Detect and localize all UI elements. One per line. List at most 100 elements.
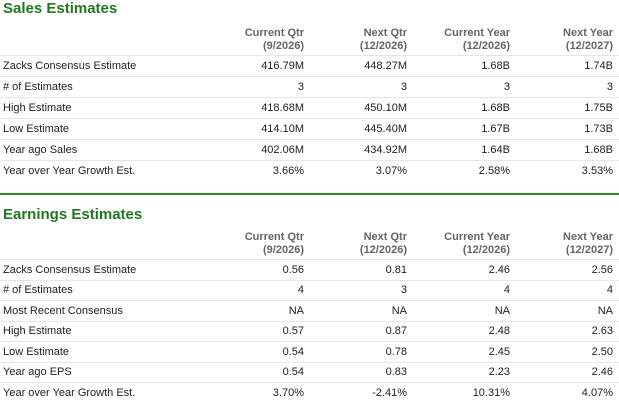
cell-value: 1.68B bbox=[516, 139, 619, 161]
sales-header-current-qtr: Current Qtr (9/2026) bbox=[200, 18, 310, 56]
cell-value: 3 bbox=[310, 279, 413, 301]
cell-value: 2.63 bbox=[516, 320, 619, 342]
table-row: Year over Year Growth Est. 3.70% -2.41% … bbox=[0, 382, 619, 403]
table-row: # of Estimates 3 3 3 3 bbox=[0, 76, 619, 98]
header-line2: (12/2026) bbox=[462, 244, 510, 256]
earnings-header-current-year: Current Year (12/2026) bbox=[413, 224, 516, 260]
cell-value: 0.87 bbox=[310, 320, 413, 342]
earnings-header-next-qtr: Next Qtr (12/2026) bbox=[310, 224, 413, 260]
cell-value: 1.74B bbox=[516, 55, 619, 77]
row-label: Year ago EPS bbox=[0, 361, 200, 383]
cell-value: 3 bbox=[413, 76, 516, 98]
header-line2: (9/2026) bbox=[263, 244, 304, 256]
cell-value: 4 bbox=[516, 279, 619, 301]
cell-value: NA bbox=[200, 300, 310, 321]
cell-value: 3.66% bbox=[200, 160, 310, 181]
cell-value: 402.06M bbox=[200, 139, 310, 161]
cell-value: 0.54 bbox=[200, 341, 310, 362]
cell-value: 0.57 bbox=[200, 320, 310, 342]
table-row: Year ago EPS 0.54 0.83 2.23 2.46 bbox=[0, 361, 619, 383]
cell-value: NA bbox=[310, 300, 413, 321]
sales-header-next-qtr: Next Qtr (12/2026) bbox=[310, 18, 413, 56]
cell-value: 1.68B bbox=[413, 97, 516, 119]
cell-value: -2.41% bbox=[310, 382, 413, 403]
sales-header-blank bbox=[0, 18, 200, 56]
table-row: Year ago Sales 402.06M 434.92M 1.64B 1.6… bbox=[0, 139, 619, 161]
row-label: Year over Year Growth Est. bbox=[0, 382, 200, 403]
table-row: Most Recent Consensus NA NA NA NA bbox=[0, 300, 619, 321]
table-row: Low Estimate 414.10M 445.40M 1.67B 1.73B bbox=[0, 118, 619, 140]
table-row: Zacks Consensus Estimate 0.56 0.81 2.46 … bbox=[0, 259, 619, 280]
cell-value: 4 bbox=[200, 279, 310, 301]
header-line1: Current Year bbox=[444, 27, 510, 39]
cell-value: 1.64B bbox=[413, 139, 516, 161]
cell-value: 3 bbox=[200, 76, 310, 98]
header-line2: (12/2026) bbox=[462, 40, 510, 52]
header-line2: (12/2027) bbox=[565, 40, 613, 52]
cell-value: 2.58% bbox=[413, 160, 516, 181]
section-divider bbox=[0, 193, 619, 195]
header-line1: Current Qtr bbox=[244, 27, 304, 39]
cell-value: 0.83 bbox=[310, 361, 413, 383]
header-line2: (12/2026) bbox=[359, 244, 407, 256]
sales-estimates-section: Sales Estimates Current Qtr (9/2026) Next… bbox=[0, 0, 619, 183]
row-label: Low Estimate bbox=[0, 341, 200, 362]
header-line1: Current Qtr bbox=[244, 231, 304, 243]
cell-value: 434.92M bbox=[310, 139, 413, 161]
row-label: Zacks Consensus Estimate bbox=[0, 55, 200, 77]
cell-value: 0.54 bbox=[200, 361, 310, 383]
header-line2: (9/2026) bbox=[263, 40, 304, 52]
header-line1: Next Qtr bbox=[363, 27, 407, 39]
cell-value: 10.31% bbox=[413, 382, 516, 403]
cell-value: 414.10M bbox=[200, 118, 310, 140]
table-row: Year over Year Growth Est. 3.66% 3.07% 2… bbox=[0, 160, 619, 181]
cell-value: 2.45 bbox=[413, 341, 516, 362]
cell-value: 4 bbox=[413, 279, 516, 301]
row-label: Zacks Consensus Estimate bbox=[0, 259, 200, 280]
cell-value: 2.46 bbox=[516, 361, 619, 383]
header-line1: Next Qtr bbox=[363, 231, 407, 243]
sales-estimates-table: Current Qtr (9/2026) Next Qtr (12/2026) Cu… bbox=[0, 18, 619, 181]
cell-value: 2.23 bbox=[413, 361, 516, 383]
sales-estimates-title: Sales Estimates bbox=[3, 0, 118, 17]
sales-header-next-year: Next Year (12/2027) bbox=[516, 18, 619, 56]
row-label: Most Recent Consensus bbox=[0, 300, 200, 321]
cell-value: 416.79M bbox=[200, 55, 310, 77]
cell-value: 2.48 bbox=[413, 320, 516, 342]
cell-value: 445.40M bbox=[310, 118, 413, 140]
cell-value: 1.73B bbox=[516, 118, 619, 140]
cell-value: 1.75B bbox=[516, 97, 619, 119]
table-row: High Estimate 418.68M 450.10M 1.68B 1.75… bbox=[0, 97, 619, 119]
row-label: Low Estimate bbox=[0, 118, 200, 140]
cell-value: 3 bbox=[516, 76, 619, 98]
earnings-estimates-table: Current Qtr (9/2026) Next Qtr (12/2026) Cu… bbox=[0, 224, 619, 403]
earnings-header-next-year: Next Year (12/2027) bbox=[516, 224, 619, 260]
cell-value: 450.10M bbox=[310, 97, 413, 119]
cell-value: 3.53% bbox=[516, 160, 619, 181]
sales-header-current-year: Current Year (12/2026) bbox=[413, 18, 516, 56]
cell-value: 448.27M bbox=[310, 55, 413, 77]
cell-value: 2.46 bbox=[413, 259, 516, 280]
cell-value: 4.07% bbox=[516, 382, 619, 403]
header-line1: Next Year bbox=[563, 231, 613, 243]
table-row: High Estimate 0.57 0.87 2.48 2.63 bbox=[0, 320, 619, 342]
cell-value: NA bbox=[413, 300, 516, 321]
header-line1: Next Year bbox=[563, 27, 613, 39]
row-label: High Estimate bbox=[0, 97, 200, 119]
cell-value: 2.56 bbox=[516, 259, 619, 280]
cell-value: 1.67B bbox=[413, 118, 516, 140]
cell-value: 418.68M bbox=[200, 97, 310, 119]
cell-value: NA bbox=[516, 300, 619, 321]
row-label: Year over Year Growth Est. bbox=[0, 160, 200, 181]
cell-value: 0.81 bbox=[310, 259, 413, 280]
cell-value: 3.70% bbox=[200, 382, 310, 403]
row-label: High Estimate bbox=[0, 320, 200, 342]
earnings-header-row: Current Qtr (9/2026) Next Qtr (12/2026) Cu… bbox=[0, 224, 619, 260]
sales-header-row: Current Qtr (9/2026) Next Qtr (12/2026) Cu… bbox=[0, 18, 619, 56]
row-label: # of Estimates bbox=[0, 76, 200, 98]
table-row: # of Estimates 4 3 4 4 bbox=[0, 279, 619, 301]
cell-value: 3 bbox=[310, 76, 413, 98]
row-label: Year ago Sales bbox=[0, 139, 200, 161]
cell-value: 1.68B bbox=[413, 55, 516, 77]
